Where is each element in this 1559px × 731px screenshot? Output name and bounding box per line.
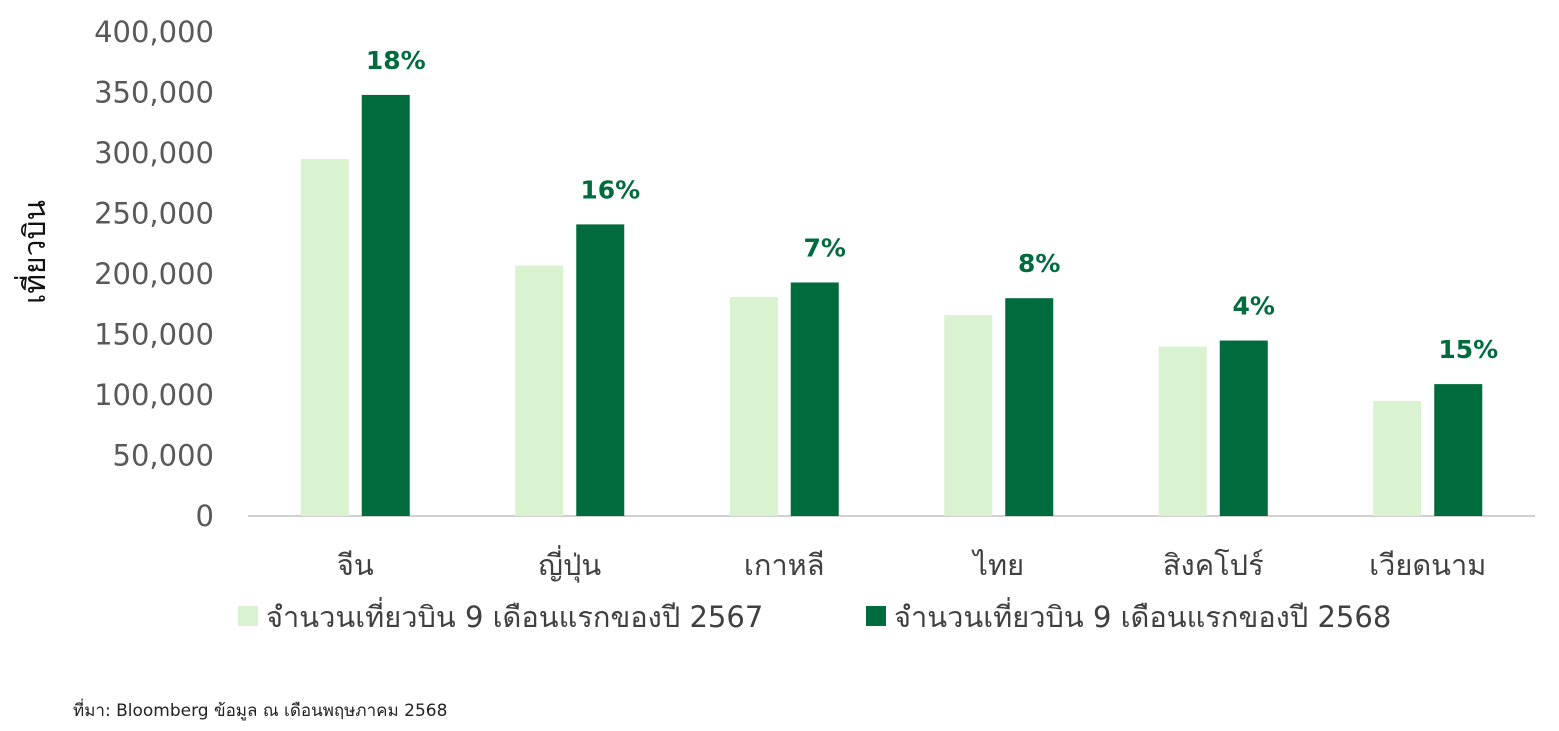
y-tick-label: 200,000 bbox=[94, 257, 214, 291]
data-label-0: 18% bbox=[366, 46, 426, 75]
bars bbox=[300, 94, 1483, 517]
bar-2567-5 bbox=[1373, 401, 1422, 516]
y-tick-label: 100,000 bbox=[94, 378, 214, 412]
bar-2567-1 bbox=[515, 265, 564, 516]
category-label-2: เกาหลี bbox=[744, 548, 825, 582]
y-tick-label: 0 bbox=[196, 499, 214, 533]
data-label-5: 15% bbox=[1438, 335, 1498, 364]
y-axis-ticks: 0 50,000 100,000 150,000 200,000 250,000 300,0… bbox=[94, 15, 214, 533]
bar-2568-1 bbox=[576, 224, 625, 516]
y-tick-label: 350,000 bbox=[94, 76, 214, 110]
bar-2568-4 bbox=[1219, 340, 1268, 516]
bar-2568-0 bbox=[361, 94, 410, 517]
legend-swatch-2568 bbox=[866, 606, 886, 626]
data-label-4: 4% bbox=[1233, 292, 1275, 321]
bar-2568-2 bbox=[790, 282, 839, 516]
bar-2567-2 bbox=[729, 296, 778, 516]
data-label-1: 16% bbox=[580, 175, 640, 204]
category-label-4: สิงคโปร์ bbox=[1163, 548, 1264, 582]
category-label-0: จีน bbox=[337, 548, 374, 582]
data-label-3: 8% bbox=[1018, 249, 1060, 278]
y-tick-label: 300,000 bbox=[94, 136, 214, 170]
category-label-1: ญี่ปุ่น bbox=[538, 545, 601, 583]
y-tick-label: 250,000 bbox=[94, 197, 214, 231]
source-note: ที่มา: Bloomberg ข้อมูล ณ เดือนพฤษภาคม 2… bbox=[73, 698, 447, 721]
legend-swatch-2567 bbox=[238, 606, 258, 626]
data-labels: 18% 16% 7% 8% 4% 15% bbox=[366, 46, 1498, 364]
y-tick-label: 400,000 bbox=[94, 15, 214, 49]
y-axis-label: เที่ยวบิน bbox=[14, 200, 53, 304]
bar-2568-5 bbox=[1434, 384, 1483, 516]
bar-2567-4 bbox=[1158, 346, 1207, 516]
bar-2567-3 bbox=[944, 315, 993, 516]
y-tick-label: 150,000 bbox=[94, 318, 214, 352]
y-tick-label: 50,000 bbox=[113, 439, 214, 473]
data-label-2: 7% bbox=[804, 233, 846, 262]
legend: จำนวนเที่ยวบิน 9 เดือนแรกของปี 2567 จำนว… bbox=[238, 597, 1391, 634]
category-label-5: เวียดนาม bbox=[1369, 548, 1486, 582]
category-labels: จีน ญี่ปุ่น เกาหลี ไทย สิงคโปร์ เวียดนาม bbox=[337, 545, 1487, 583]
legend-label-2568: จำนวนเที่ยวบิน 9 เดือนแรกของปี 2568 bbox=[894, 597, 1391, 634]
legend-label-2567: จำนวนเที่ยวบิน 9 เดือนแรกของปี 2567 bbox=[266, 597, 763, 634]
bar-2568-3 bbox=[1005, 298, 1054, 516]
category-label-3: ไทย bbox=[971, 548, 1024, 582]
bar-2567-0 bbox=[300, 159, 349, 517]
